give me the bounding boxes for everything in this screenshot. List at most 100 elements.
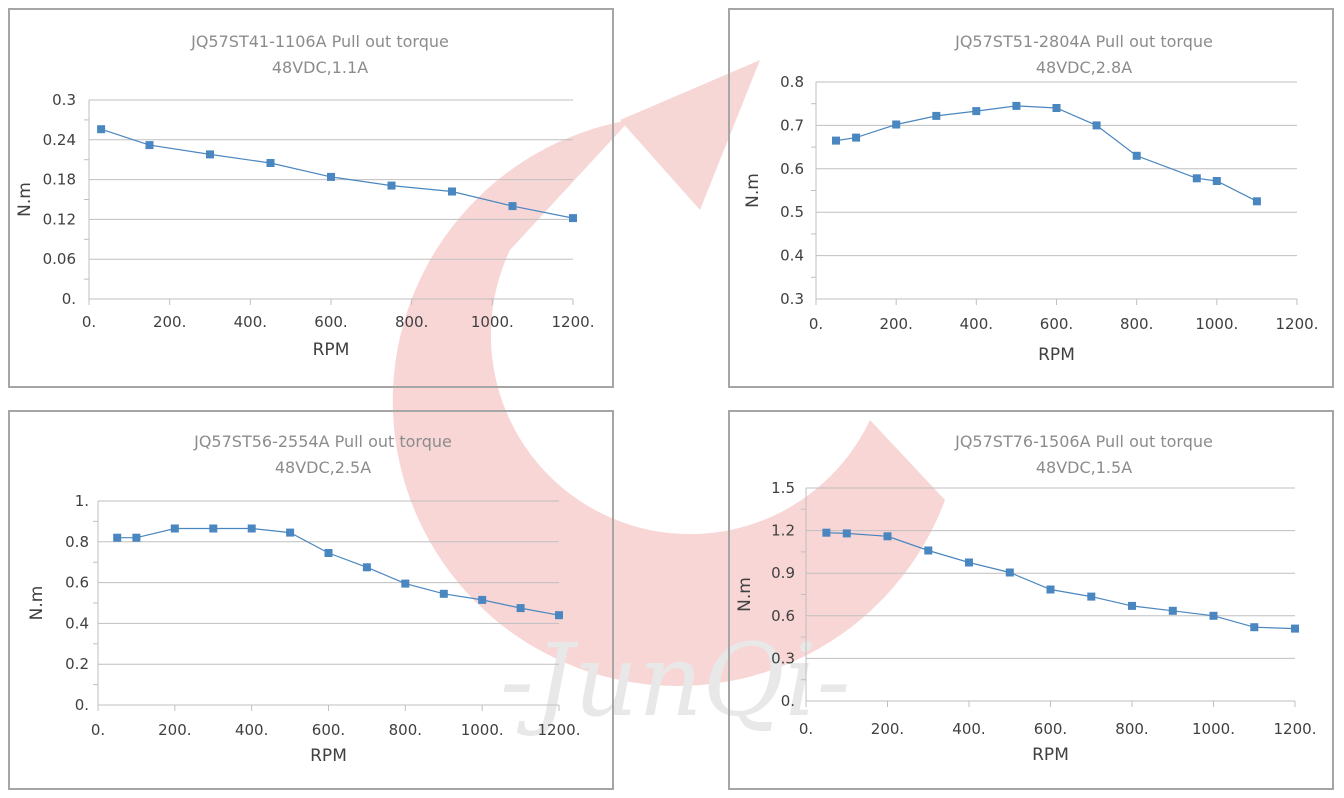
data-point xyxy=(327,172,335,181)
y-tick-label: 1.5 xyxy=(771,479,795,497)
y-tick-label: 0.6 xyxy=(780,160,804,178)
x-tick-label: 0. xyxy=(799,720,813,738)
data-point xyxy=(1250,623,1259,632)
data-point xyxy=(145,141,154,150)
series-line xyxy=(826,532,1296,630)
data-point xyxy=(842,529,851,538)
data-point xyxy=(1005,568,1014,577)
y-tick-label: 0.3 xyxy=(771,649,795,667)
data-point xyxy=(1092,121,1101,130)
x-tick-label: 0. xyxy=(809,315,823,333)
chart-title: JQ57ST41-1106A Pull out torque xyxy=(190,32,449,51)
x-tick-label: 1200. xyxy=(1274,720,1317,738)
x-tick-label: 400. xyxy=(960,315,993,333)
chart-title: JQ57ST76-1506A Pull out torque xyxy=(954,432,1213,451)
data-point xyxy=(1291,624,1299,633)
gridlines xyxy=(806,487,1295,702)
y-tick-label: 0. xyxy=(75,696,89,714)
x-tick-label: 200. xyxy=(153,313,186,331)
x-tick-label: 1200. xyxy=(538,721,581,739)
x-tick-label: 0. xyxy=(82,313,96,331)
chart-jq57st51: JQ57ST51-2804A Pull out torque 48VDC,2.8A… xyxy=(743,32,1319,365)
data-point xyxy=(924,546,933,555)
chart-jq57st56: JQ57ST56-2554A Pull out torque 48VDC,2.5A… xyxy=(27,432,581,766)
y-tick-label: 1. xyxy=(75,492,89,510)
data-point xyxy=(132,533,141,542)
data-point xyxy=(1252,197,1261,206)
x-axis-label: RPM xyxy=(1032,745,1069,765)
y-tick-label: 0.9 xyxy=(771,564,795,582)
chart-panel-jq57st76: JQ57ST76-1506A Pull out torque 48VDC,1.5A… xyxy=(728,410,1334,790)
data-point xyxy=(266,159,275,167)
chart-subtitle: 48VDC,2.5A xyxy=(275,458,371,477)
y-tick-label: 0. xyxy=(62,290,76,308)
y-tick-label: 0.6 xyxy=(65,574,89,592)
x-tick-label: 600. xyxy=(312,721,345,739)
y-tick-label: 0.3 xyxy=(780,290,804,308)
x-tick-label: 400. xyxy=(234,313,267,331)
data-point xyxy=(362,563,371,572)
data-point xyxy=(932,111,941,120)
x-tick-label: 1000. xyxy=(461,721,504,739)
y-axis-label: N.m xyxy=(15,182,35,217)
data-point xyxy=(822,528,831,537)
x-tick-label: 600. xyxy=(314,313,347,331)
y-tick-label: 0.5 xyxy=(780,203,804,221)
data-point xyxy=(555,611,563,620)
y-axis-label: N.m xyxy=(27,586,47,621)
x-tick-label: 1000. xyxy=(1192,720,1235,738)
y-tick-label: 0.06 xyxy=(43,250,76,268)
y-axis-label: N.m xyxy=(743,173,763,208)
data-point xyxy=(247,524,256,533)
y-axis-label: N.m xyxy=(735,577,755,612)
data-point xyxy=(516,604,525,613)
data-point xyxy=(1192,174,1201,183)
x-tick-label: 800. xyxy=(1120,315,1153,333)
data-point xyxy=(1209,611,1218,620)
x-tick-label: 1200. xyxy=(552,313,595,331)
gridlines xyxy=(89,99,573,300)
data-point xyxy=(1052,104,1061,112)
y-tick-label: 1.2 xyxy=(771,522,795,540)
x-tick-label: 1000. xyxy=(1195,315,1238,333)
data-point xyxy=(569,214,577,223)
chart-title: JQ57ST56-2554A Pull out torque xyxy=(193,432,452,451)
data-point xyxy=(286,528,295,537)
x-tick-label: 800. xyxy=(389,721,422,739)
x-tick-label: 400. xyxy=(235,721,268,739)
x-tick-label: 800. xyxy=(1115,720,1148,738)
y-tick-label: 0.4 xyxy=(65,614,89,632)
data-point xyxy=(1132,151,1141,160)
y-tick-label: 0.8 xyxy=(65,533,89,551)
chart-subtitle: 48VDC,1.1A xyxy=(272,58,368,77)
data-point xyxy=(832,136,840,145)
data-point xyxy=(852,133,861,142)
data-point xyxy=(448,187,456,196)
x-tick-label: 600. xyxy=(1034,720,1067,738)
y-tick-label: 0.2 xyxy=(65,655,89,673)
x-tick-label: 1000. xyxy=(471,313,514,331)
data-point xyxy=(1212,177,1221,185)
x-tick-label: 1200. xyxy=(1276,315,1319,333)
y-tick-label: 0.6 xyxy=(771,607,795,625)
chart-jq57st76: JQ57ST76-1506A Pull out torque 48VDC,1.5A… xyxy=(735,432,1317,765)
data-point xyxy=(170,524,179,533)
data-point xyxy=(1012,101,1021,110)
data-point xyxy=(972,107,981,116)
chart-panel-jq57st51: JQ57ST51-2804A Pull out torque 48VDC,2.8A… xyxy=(728,8,1334,388)
x-tick-label: 800. xyxy=(395,313,428,331)
chart-jq57st41: JQ57ST41-1106A Pull out torque 48VDC,1.1A… xyxy=(15,32,595,360)
data-point xyxy=(324,549,333,557)
data-point xyxy=(206,150,214,159)
data-point xyxy=(508,202,517,211)
y-tick-label: 0.12 xyxy=(43,210,76,228)
x-tick-label: 600. xyxy=(1040,315,1073,333)
chart-subtitle: 48VDC,1.5A xyxy=(1036,458,1132,477)
data-point xyxy=(892,120,901,129)
data-point xyxy=(1168,606,1177,615)
data-point xyxy=(401,579,410,588)
data-point xyxy=(387,181,396,190)
data-point xyxy=(439,589,448,598)
data-point xyxy=(113,533,122,542)
data-point xyxy=(1087,592,1096,601)
